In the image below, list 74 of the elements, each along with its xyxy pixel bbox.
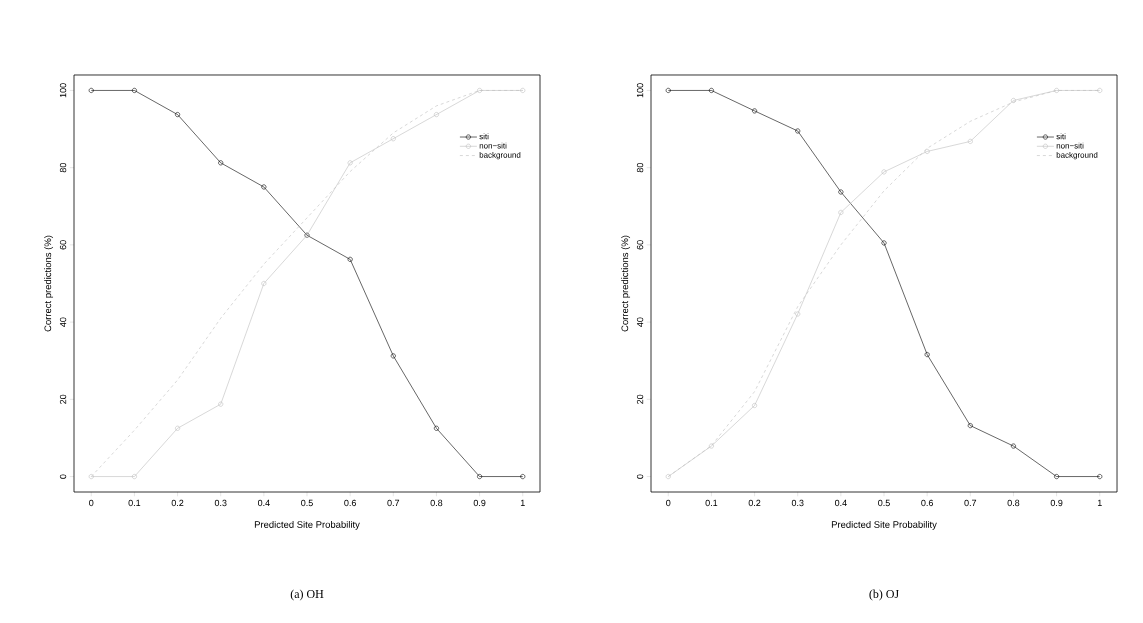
y-axis-title: Correct predictions (%) [44, 235, 54, 332]
y-tick-label: 100 [636, 83, 644, 98]
y-tick-label: 80 [636, 163, 644, 173]
point [795, 128, 801, 134]
x-tick-label: 0.2 [171, 499, 184, 507]
x-tick-label: 0 [89, 499, 94, 507]
point [131, 87, 137, 93]
point [881, 169, 887, 175]
x-tick-label: 0.7 [964, 499, 977, 507]
point [175, 112, 181, 118]
x-tick-label: 0.1 [705, 499, 718, 507]
x-tick-label: 0.3 [214, 499, 227, 507]
y-tick-label: 20 [636, 394, 644, 404]
y-tick-label: 60 [59, 240, 67, 250]
point [967, 423, 973, 429]
x-tick-label: 1 [520, 499, 525, 506]
point [347, 160, 353, 166]
point [390, 136, 396, 142]
x-tick-label: 1 [1097, 499, 1102, 506]
point [131, 474, 137, 480]
point [795, 311, 801, 317]
x-tick-label: 0.4 [257, 499, 270, 507]
x-tick-label: 0.9 [473, 499, 486, 507]
point [175, 425, 181, 431]
point [1054, 87, 1060, 93]
x-axis-title: Predicted Site Probability [254, 520, 360, 530]
point [708, 443, 714, 449]
point [347, 256, 353, 262]
x-tick-label: 0.3 [791, 499, 804, 507]
point [261, 184, 267, 190]
x-tick-label: 0.2 [748, 499, 761, 507]
point [1054, 474, 1060, 480]
point [967, 138, 973, 144]
point [881, 240, 887, 246]
point [838, 189, 844, 195]
point [838, 209, 844, 215]
y-tick-label: 20 [59, 394, 67, 404]
x-tick-label: 0.1 [128, 499, 141, 507]
point [752, 403, 758, 408]
x-tick-label: 0.7 [387, 499, 400, 507]
point [752, 108, 758, 114]
point [261, 281, 267, 286]
text: (b) OJ [869, 589, 899, 601]
x-tick-label: 0 [666, 499, 671, 507]
y-tick-label: 100 [59, 83, 67, 98]
point [1010, 97, 1016, 103]
x-tick-label: 0.6 [921, 499, 933, 507]
point [1010, 443, 1016, 449]
point [218, 401, 224, 407]
y-tick-label: 40 [636, 317, 644, 327]
x-tick-label: 0.6 [344, 499, 356, 507]
point [924, 352, 930, 358]
x-tick-label: 0.5 [878, 499, 890, 507]
point [708, 87, 714, 93]
x-tick-label: 0.8 [430, 499, 443, 507]
x-tick-label: 0.8 [1007, 499, 1020, 507]
x-tick-label: 0.5 [301, 499, 313, 507]
point [433, 112, 439, 118]
point [477, 87, 483, 93]
y-axis-title: Correct predictions (%) [621, 235, 631, 332]
text: (a) OH [290, 589, 324, 601]
y-tick-label: 0 [636, 474, 644, 479]
x-tick-label: 0.4 [834, 499, 847, 507]
x-axis-title: Predicted Site Probability [831, 520, 937, 530]
point [433, 425, 439, 431]
y-tick-label: 0 [59, 474, 67, 479]
x-tick-label: 0.9 [1050, 499, 1063, 507]
point [218, 160, 224, 166]
point [390, 353, 396, 359]
y-tick-label: 80 [59, 163, 67, 173]
point [924, 148, 930, 154]
y-tick-label: 40 [59, 317, 67, 327]
point [477, 474, 483, 480]
y-tick-label: 60 [636, 240, 644, 250]
